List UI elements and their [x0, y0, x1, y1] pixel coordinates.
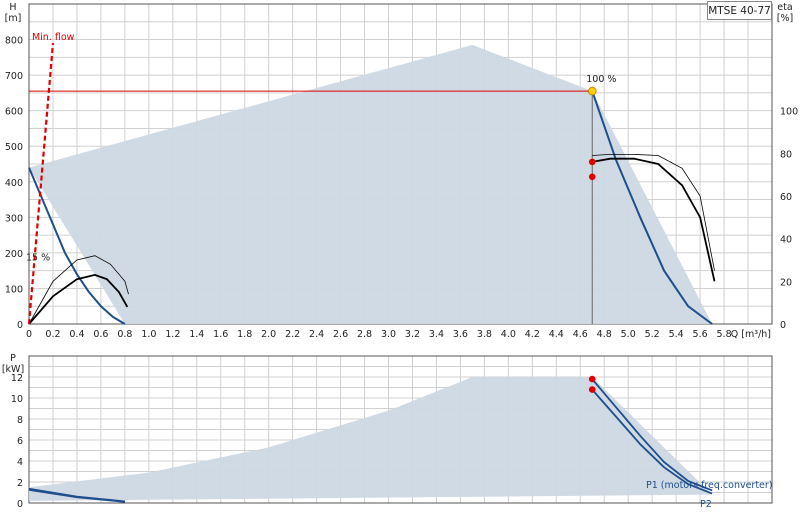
head-operating-area	[29, 44, 713, 325]
power-plot-frame	[28, 355, 773, 504]
power-point	[588, 375, 596, 383]
y-right-axis-unit: [%]	[777, 13, 793, 24]
x-tick-label: 2.4	[309, 329, 324, 340]
p-y-tick-label: 10	[11, 394, 23, 405]
p2-series-label: P2	[700, 499, 712, 510]
low-speed-label: 15 %	[26, 252, 50, 263]
y-right-tick-label: 80	[780, 149, 792, 160]
y-right-tick-label: 40	[780, 235, 792, 246]
x-tick-label: 0	[26, 329, 32, 340]
x-tick-label: 3.8	[477, 329, 492, 340]
min-flow-label: Min. flow	[32, 32, 75, 43]
x-tick-label: 0.4	[69, 329, 84, 340]
y-tick-label: 800	[5, 36, 23, 47]
p-y-tick-label: 4	[17, 457, 23, 468]
eta-min-curve	[28, 273, 129, 325]
p2-curve	[591, 389, 713, 495]
y-tick-label: 300	[5, 213, 23, 224]
x-tick-label: 5.6	[693, 329, 708, 340]
p1-series-label: P1 (motor+freq.converter)	[646, 480, 773, 491]
x-tick-label: 5.2	[645, 329, 660, 340]
x-tick-label: 0.8	[117, 329, 132, 340]
x-tick-label: 3.2	[405, 329, 420, 340]
x-tick-label: 4.2	[525, 329, 540, 340]
x-tick-label: 2.6	[333, 329, 348, 340]
y-tick-label: 400	[5, 178, 23, 189]
p-y-tick-label: 0	[17, 499, 23, 510]
x-tick-label: 3.4	[429, 329, 444, 340]
x-tick-label: 2.8	[357, 329, 372, 340]
y-right-tick-label: 20	[780, 277, 792, 288]
p-axis-unit: [kW]	[2, 364, 24, 375]
head-min-curve	[28, 167, 126, 325]
x-tick-label: 5.0	[621, 329, 636, 340]
eta-max-curve	[592, 157, 716, 282]
y-tick-label: 600	[5, 107, 23, 118]
power-operating-area	[29, 377, 713, 501]
p-axis-label: P	[10, 353, 16, 364]
p-y-tick-label: 8	[17, 415, 23, 426]
x-tick-label: 5.4	[669, 329, 684, 340]
y-tick-label: 0	[17, 320, 23, 331]
head-max-curve	[591, 90, 713, 325]
p1-motor-freq-converter--curve	[591, 378, 713, 492]
eta-max-thin-curve	[592, 154, 715, 271]
x-tick-label: 4.8	[597, 329, 612, 340]
min-flow-line	[27, 43, 55, 325]
y-right-tick-label: 0	[780, 320, 786, 331]
x-tick-label: 3.6	[453, 329, 468, 340]
y-tick-label: 500	[5, 142, 23, 153]
x-tick-label: 3.0	[381, 329, 396, 340]
y-right-tick-label: 100	[780, 107, 798, 118]
eta-point	[588, 173, 596, 181]
y-tick-label: 100	[5, 284, 23, 295]
x-tick-label: 1.8	[237, 329, 252, 340]
x-tick-label: 0.2	[45, 329, 60, 340]
y-tick-label: 700	[5, 71, 23, 82]
p-y-tick-label: 12	[11, 373, 23, 384]
y-axis-label: H	[9, 2, 16, 13]
x-tick-label: 4.0	[501, 329, 516, 340]
x-tick-label: 1.2	[165, 329, 180, 340]
y-right-tick-label: 60	[780, 192, 792, 203]
duty-point	[587, 86, 597, 96]
p2-min-curve	[28, 489, 125, 503]
x-tick-label: 0.6	[93, 329, 108, 340]
pump-model-badge: MTSE 40-77	[707, 1, 772, 20]
eta-min-thin-curve	[28, 255, 129, 325]
x-tick-label: 5.8	[717, 329, 732, 340]
x-tick-label: 1.4	[189, 329, 204, 340]
x-tick-label: 1.0	[141, 329, 156, 340]
power-point	[588, 386, 596, 393]
y-right-axis-label: eta	[777, 2, 792, 13]
x-tick-label: 1.6	[213, 329, 228, 340]
x-tick-label: 2.2	[285, 329, 300, 340]
x-tick-label: 4.4	[549, 329, 564, 340]
eta-point	[588, 158, 596, 166]
y-axis-unit: [m]	[5, 13, 22, 24]
x-axis-label: Q [m³/h]	[731, 329, 771, 340]
duty-point-label: 100 %	[586, 74, 616, 85]
p-y-tick-label: 6	[17, 436, 23, 447]
x-tick-label: 2.0	[261, 329, 276, 340]
p-y-tick-label: 2	[17, 478, 23, 489]
x-tick-label: 4.6	[573, 329, 588, 340]
y-tick-label: 200	[5, 249, 23, 260]
